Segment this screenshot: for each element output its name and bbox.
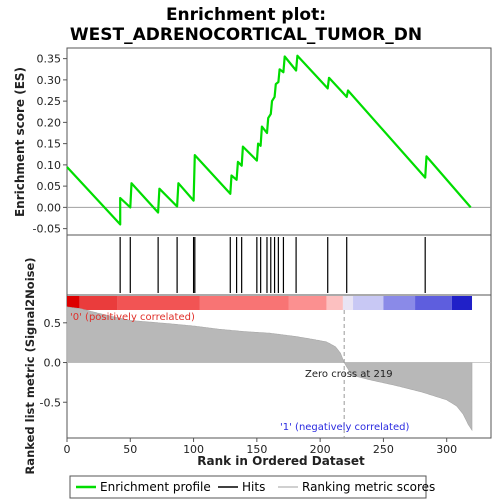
es-y-tick-label: 0.15 bbox=[37, 138, 62, 151]
legend-metric-label: Ranking metric scores bbox=[302, 480, 435, 494]
heatmap-segment bbox=[199, 296, 289, 310]
legend-box bbox=[69, 475, 427, 499]
es-y-tick-label: -0.05 bbox=[33, 223, 61, 236]
metric-y-axis-label: Ranked list metric (Signal2Noise) bbox=[23, 257, 37, 474]
heatmap-segment bbox=[117, 296, 200, 310]
heatmap-segment bbox=[67, 296, 80, 310]
es-y-tick-label: 0.35 bbox=[37, 53, 62, 66]
x-axis: 0 50 100 150 200 250 300 bbox=[64, 438, 457, 456]
metric-y-tick-label: 0.0 bbox=[44, 357, 62, 370]
x-tick-label: 150 bbox=[246, 443, 267, 456]
metric-y-tick-label: 0.5 bbox=[44, 317, 62, 330]
heatmap-segment bbox=[415, 296, 452, 310]
heatmap-segment bbox=[451, 296, 473, 310]
heatmap-segment bbox=[353, 296, 384, 310]
heatmap-segment bbox=[383, 296, 416, 310]
es-y-axis: -0.05 0.00 0.05 0.10 0.15 0.20 0.25 0.30 0.35 bbox=[33, 53, 67, 236]
zero-cross-label: Zero cross at 219 bbox=[305, 369, 393, 380]
es-y-tick-label: 0.30 bbox=[37, 74, 62, 87]
es-y-tick-label: 0.10 bbox=[37, 159, 62, 172]
heatmap-segment bbox=[326, 296, 343, 310]
es-y-tick-label: 0.05 bbox=[37, 180, 62, 193]
legend-enrichment-label: Enrichment profile bbox=[100, 480, 211, 494]
negative-correlation-label: '1' (negatively correlated) bbox=[280, 422, 409, 433]
legend: Enrichment profile Hits Ranking metric s… bbox=[69, 475, 435, 499]
es-y-tick-label: 0.00 bbox=[37, 201, 62, 214]
legend-hits-label: Hits bbox=[242, 480, 265, 494]
heatmap-segment bbox=[79, 296, 118, 310]
metric-y-tick-label: -0.5 bbox=[40, 396, 61, 409]
es-y-tick-label: 0.25 bbox=[37, 95, 62, 108]
hit-markers bbox=[119, 237, 426, 293]
x-tick-label: 100 bbox=[183, 443, 204, 456]
rank-heatmap-bar bbox=[67, 296, 473, 310]
metric-area bbox=[66, 306, 473, 432]
x-tick-label: 200 bbox=[310, 443, 331, 456]
enrichment-profile-polyline bbox=[66, 54, 472, 226]
positive-correlation-label: '0' (positively correlated) bbox=[70, 312, 195, 323]
heatmap-segment bbox=[342, 296, 354, 310]
ranking-metric-area bbox=[66, 306, 491, 432]
x-axis-label: Rank in Ordered Dataset bbox=[197, 454, 365, 468]
chart-title-line-1: Enrichment plot: bbox=[166, 5, 326, 25]
x-tick-label: 300 bbox=[436, 443, 457, 456]
heatmap-segment bbox=[288, 296, 327, 310]
x-tick-label: 50 bbox=[123, 443, 137, 456]
x-tick-label: 250 bbox=[373, 443, 394, 456]
metric-y-axis: 0.5 0.0 -0.5 bbox=[40, 317, 67, 409]
chart-title-line-2: WEST_ADRENOCORTICAL_TUMOR_DN bbox=[70, 25, 422, 45]
es-y-tick-label: 0.20 bbox=[37, 116, 62, 129]
x-tick-label: 0 bbox=[64, 443, 71, 456]
enrichment-profile-line bbox=[66, 54, 472, 226]
hits-panel bbox=[66, 234, 492, 296]
es-y-axis-label: Enrichment score (ES) bbox=[13, 67, 27, 217]
